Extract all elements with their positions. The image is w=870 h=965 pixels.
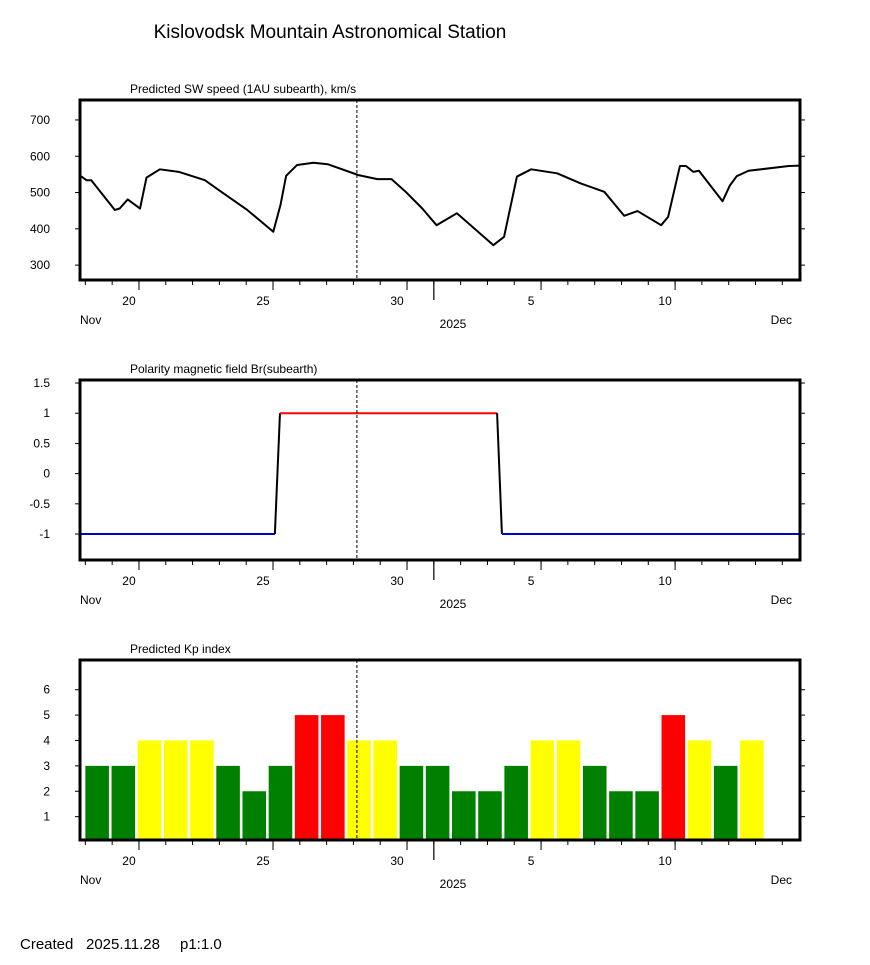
kp-bar — [556, 740, 581, 840]
kp-bar — [268, 765, 293, 840]
kp-bar — [504, 765, 528, 840]
plot-frame — [78, 378, 802, 562]
kp-bar — [530, 740, 555, 840]
kp-bar — [399, 765, 424, 840]
x-tick-label: 30 — [390, 294, 404, 308]
x-tick-label: 10 — [658, 574, 672, 588]
page-title: Kislovodsk Mountain Astronomical Station — [154, 22, 507, 43]
kp-bar — [425, 765, 450, 840]
y-tick-label: 4 — [43, 733, 50, 747]
x-month-label-dec: Dec — [771, 313, 792, 327]
x-tick-label: 30 — [390, 854, 404, 868]
y-tick-label: 1 — [43, 810, 50, 824]
kp-bar — [321, 715, 345, 840]
panel-title-polarity: Polarity magnetic field Br(subearth) — [130, 362, 317, 376]
x-tick-label: 25 — [256, 294, 270, 308]
kp-bar — [242, 791, 267, 840]
x-tick-label: 20 — [122, 854, 136, 868]
x-tick-label: 5 — [528, 854, 535, 868]
x-year-label: 2025 — [440, 597, 467, 611]
kp-bar — [609, 791, 633, 840]
y-tick-label: 500 — [30, 186, 50, 200]
x-tick-label: 10 — [658, 854, 672, 868]
kp-bar — [163, 740, 188, 840]
kp-bar — [687, 740, 712, 840]
kp-bar — [582, 765, 607, 840]
y-tick-label: 300 — [30, 258, 50, 272]
y-tick-label: 2 — [43, 784, 50, 798]
y-tick-label: 400 — [30, 222, 50, 236]
panel-title-kp: Predicted Kp index — [130, 642, 231, 656]
y-tick-label: 600 — [30, 149, 50, 163]
x-month-label-nov: Nov — [80, 593, 101, 607]
kp-bar — [216, 765, 240, 840]
polarity-segment — [273, 413, 281, 535]
y-tick-label: 1.5 — [33, 376, 50, 390]
y-tick-label: 5 — [43, 708, 50, 722]
y-tick-label: 700 — [30, 113, 50, 127]
x-tick-label: 25 — [256, 574, 270, 588]
kp-bar — [635, 791, 659, 840]
x-month-label-dec: Dec — [771, 593, 792, 607]
y-tick-label: 0.5 — [33, 436, 50, 450]
y-tick-label: 1 — [43, 406, 50, 420]
y-tick-label: 3 — [43, 759, 50, 773]
y-tick-label: 0 — [43, 467, 50, 481]
panel-title-sw-speed: Predicted SW speed (1AU subearth), km/s — [130, 82, 356, 96]
x-tick-label: 25 — [256, 854, 270, 868]
kp-bar — [85, 765, 109, 840]
footer-page: p1:1.0 — [180, 936, 222, 953]
kp-bar — [478, 791, 502, 840]
kp-bar — [373, 740, 398, 840]
x-tick-label: 5 — [528, 294, 535, 308]
kp-bar — [190, 740, 214, 840]
x-year-label: 2025 — [440, 317, 467, 331]
x-tick-label: 10 — [658, 294, 672, 308]
kp-bar — [713, 765, 738, 840]
footer-created-label: Created — [20, 936, 73, 953]
sw-speed-line — [78, 161, 801, 247]
x-year-label: 2025 — [440, 877, 467, 891]
x-tick-label: 20 — [122, 574, 136, 588]
x-month-label-dec: Dec — [771, 873, 792, 887]
y-tick-label: -0.5 — [29, 497, 50, 511]
kp-bar — [137, 740, 162, 840]
kp-bar — [347, 740, 371, 840]
x-tick-label: 5 — [528, 574, 535, 588]
y-tick-label: 6 — [43, 683, 50, 697]
x-month-label-nov: Nov — [80, 313, 101, 327]
kp-bar — [740, 740, 764, 840]
x-tick-label: 20 — [122, 294, 136, 308]
plot-frame — [78, 658, 802, 842]
plot-frame — [78, 98, 802, 282]
x-tick-label: 30 — [390, 574, 404, 588]
y-tick-label: -1 — [39, 527, 50, 541]
kp-bar — [111, 765, 136, 840]
kp-bar — [294, 715, 319, 840]
polarity-segment — [496, 413, 503, 535]
kp-bar — [661, 715, 686, 840]
kp-bar — [452, 791, 476, 840]
footer-created-date: 2025.11.28 — [86, 936, 160, 953]
x-month-label-nov: Nov — [80, 873, 101, 887]
